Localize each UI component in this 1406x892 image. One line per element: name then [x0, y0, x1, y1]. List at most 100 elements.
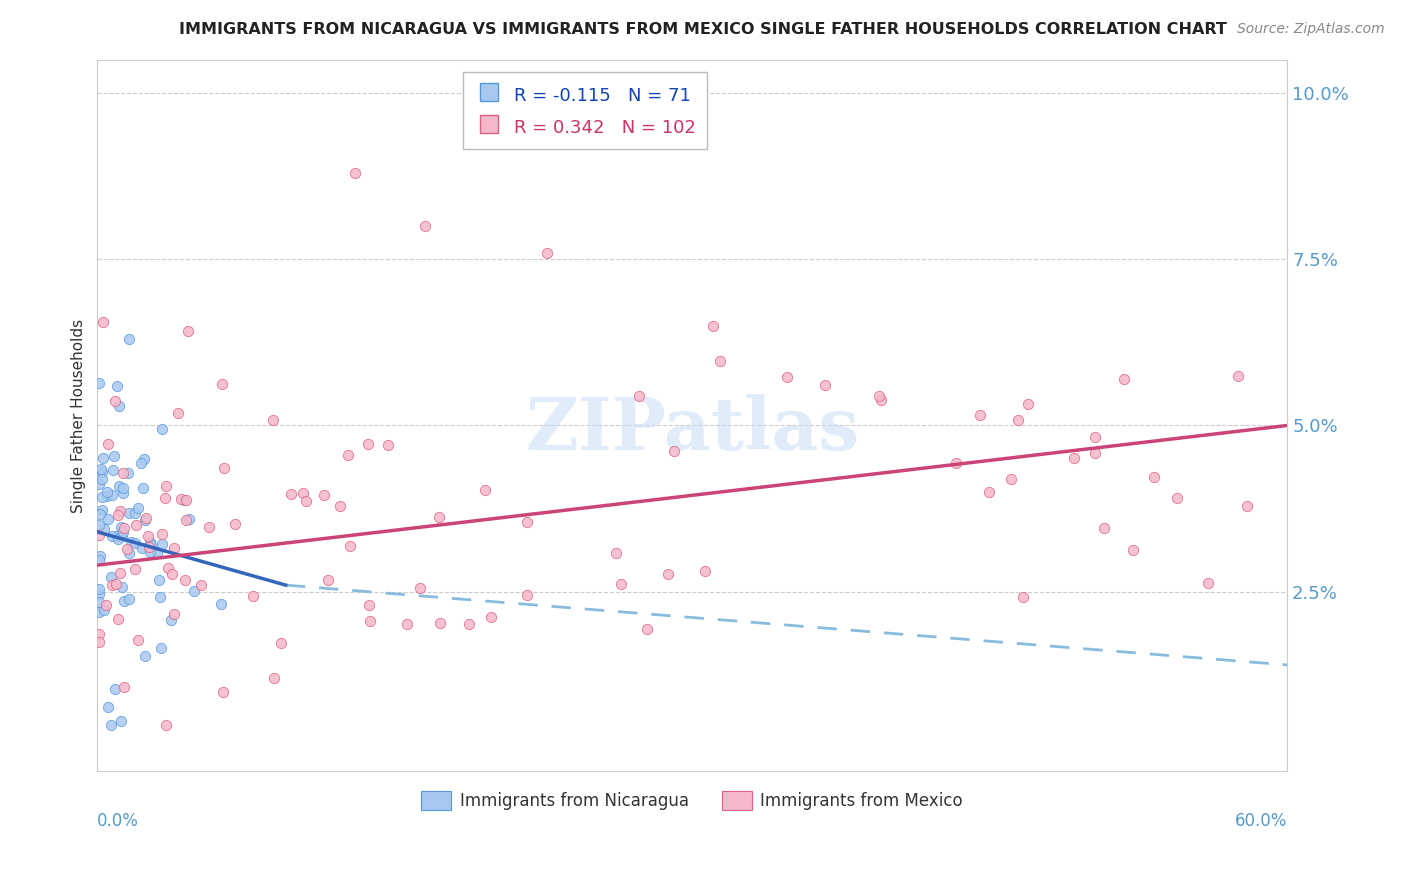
- Point: [357, 598, 380, 612]
- Point: [107, 508, 129, 523]
- Point: [91, 451, 114, 466]
- Point: [1011, 590, 1033, 604]
- Point: [118, 592, 141, 607]
- Point: [104, 394, 127, 409]
- Text: Source: ZipAtlas.com: Source: ZipAtlas.com: [1237, 22, 1385, 37]
- Point: [89, 553, 111, 567]
- Point: [153, 491, 176, 505]
- Point: [977, 484, 1000, 499]
- Text: ZIPatlas: ZIPatlas: [526, 394, 859, 466]
- Point: [627, 389, 650, 403]
- Point: [167, 406, 190, 420]
- Point: [97, 700, 120, 714]
- Point: [270, 636, 292, 650]
- Point: [112, 681, 135, 695]
- Point: [868, 389, 890, 403]
- Point: [112, 521, 135, 535]
- Point: [709, 353, 731, 368]
- Point: [134, 513, 156, 527]
- Point: [132, 481, 155, 495]
- Point: [101, 529, 124, 543]
- Point: [396, 617, 419, 632]
- Point: [413, 219, 436, 233]
- Point: [664, 443, 686, 458]
- Point: [134, 649, 156, 664]
- Point: [536, 245, 558, 260]
- Point: [89, 587, 111, 601]
- Point: [104, 577, 127, 591]
- Point: [120, 535, 142, 549]
- Point: [103, 450, 125, 464]
- Point: [945, 457, 967, 471]
- Point: [479, 610, 502, 624]
- Point: [198, 520, 221, 534]
- Point: [1143, 470, 1166, 484]
- Point: [515, 515, 537, 529]
- Point: [149, 590, 172, 604]
- Point: [112, 524, 135, 539]
- Point: [163, 541, 186, 555]
- Point: [90, 503, 112, 517]
- Point: [127, 633, 149, 648]
- Text: 0.0%: 0.0%: [97, 812, 139, 830]
- Legend: Immigrants from Nicaragua, Immigrants from Mexico: Immigrants from Nicaragua, Immigrants fr…: [415, 784, 970, 816]
- Point: [125, 518, 148, 533]
- Point: [160, 613, 183, 627]
- Point: [1000, 472, 1022, 486]
- Point: [91, 465, 114, 479]
- Point: [101, 488, 124, 502]
- Point: [427, 509, 450, 524]
- Point: [138, 540, 160, 554]
- Point: [108, 566, 131, 581]
- Point: [96, 490, 118, 504]
- Point: [173, 493, 195, 508]
- Point: [127, 501, 149, 516]
- Point: [429, 616, 451, 631]
- Point: [377, 438, 399, 452]
- Point: [179, 512, 201, 526]
- Point: [1007, 413, 1029, 427]
- Point: [135, 510, 157, 524]
- Point: [108, 399, 131, 413]
- Point: [112, 481, 135, 495]
- Point: [177, 324, 200, 338]
- Point: [1227, 369, 1250, 384]
- Point: [91, 490, 114, 504]
- Point: [93, 603, 115, 617]
- Point: [111, 580, 134, 594]
- Point: [969, 408, 991, 422]
- Point: [101, 578, 124, 592]
- Point: [776, 370, 799, 384]
- Point: [132, 452, 155, 467]
- Point: [1017, 397, 1039, 411]
- Point: [162, 567, 184, 582]
- Point: [90, 462, 112, 476]
- Point: [129, 456, 152, 470]
- Point: [357, 437, 380, 451]
- Point: [1083, 446, 1105, 460]
- Point: [100, 718, 122, 732]
- Point: [111, 486, 134, 500]
- Point: [337, 448, 360, 462]
- Point: [702, 318, 724, 333]
- Point: [170, 491, 193, 506]
- Point: [176, 513, 198, 527]
- Point: [139, 545, 162, 559]
- Point: [112, 593, 135, 607]
- Point: [141, 538, 163, 552]
- Point: [104, 681, 127, 696]
- Point: [89, 595, 111, 609]
- Point: [150, 640, 173, 655]
- Point: [91, 315, 114, 329]
- Point: [118, 506, 141, 520]
- Point: [136, 529, 159, 543]
- Point: [280, 487, 302, 501]
- Point: [515, 588, 537, 602]
- Point: [263, 671, 285, 685]
- Text: IMMIGRANTS FROM NICARAGUA VS IMMIGRANTS FROM MEXICO SINGLE FATHER HOUSEHOLDS COR: IMMIGRANTS FROM NICARAGUA VS IMMIGRANTS …: [179, 22, 1227, 37]
- Point: [103, 462, 125, 476]
- Point: [212, 684, 235, 698]
- Point: [1092, 521, 1115, 535]
- Point: [339, 539, 361, 553]
- Point: [107, 532, 129, 546]
